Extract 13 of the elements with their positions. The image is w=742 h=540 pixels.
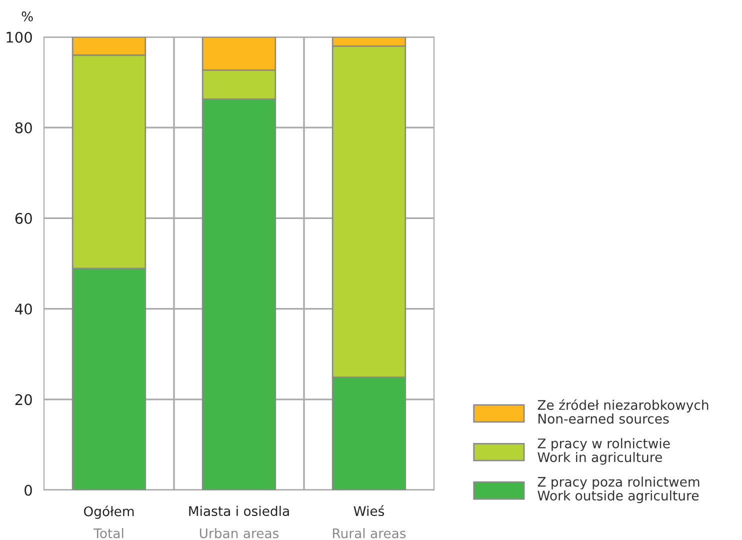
y-tick-label: 80 <box>15 122 32 134</box>
legend-label: Z pracy w rolnictwie Work in agriculture <box>538 438 670 465</box>
x-tick-label: Miasta i osiedla Urban areas <box>189 506 289 538</box>
y-tick-label: 60 <box>15 212 32 224</box>
y-tick-label: 100 <box>6 32 32 43</box>
y-tick-label: 40 <box>15 304 32 315</box>
legend-label: Z pracy poza rolnictwem Work outside agriculture <box>538 476 700 504</box>
x-tick-label: Ogółem Total <box>84 506 134 538</box>
y-tick-label: 0 <box>24 484 32 496</box>
legend-label: Ze źródeł niezarobkowych Non-earned sources <box>538 399 708 424</box>
y-axis-title: % <box>22 11 33 22</box>
x-tick-label: Wieś Rural areas <box>332 505 406 538</box>
y-tick-label: 20 <box>15 394 32 406</box>
